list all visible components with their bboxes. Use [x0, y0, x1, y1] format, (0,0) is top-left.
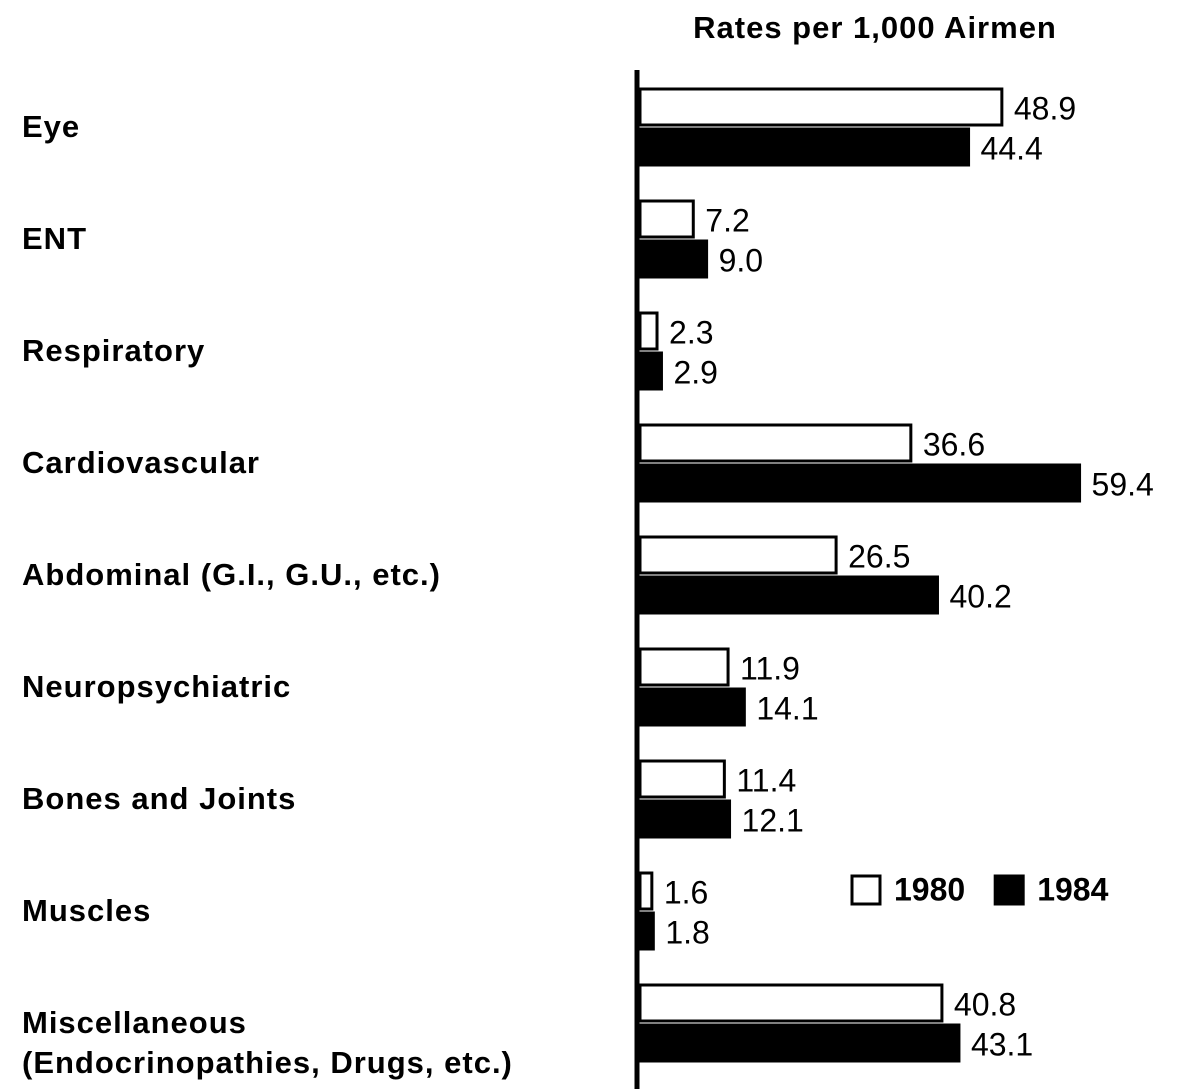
- value-label: 9.0: [719, 242, 763, 278]
- value-label: 59.4: [1092, 466, 1154, 502]
- category-label: Neuropsychiatric: [22, 669, 292, 704]
- bar: [638, 311, 659, 351]
- bar: [638, 199, 695, 239]
- value-label: 2.3: [669, 314, 713, 350]
- category-label: Cardiovascular: [22, 445, 260, 480]
- value-label: 44.4: [981, 130, 1043, 166]
- value-label: 11.4: [736, 762, 796, 798]
- value-label: 11.9: [740, 650, 800, 686]
- bar: [638, 87, 1004, 127]
- category-label: ENT: [22, 221, 87, 256]
- value-label: 43.1: [971, 1026, 1033, 1062]
- bar: [638, 647, 730, 687]
- value-label: 1.8: [665, 914, 709, 950]
- legend-swatch: [850, 874, 882, 906]
- bar: [638, 1023, 961, 1063]
- category-label: Eye: [22, 109, 81, 144]
- bar: [638, 423, 913, 463]
- value-label: 2.9: [673, 354, 717, 390]
- value-label: 7.2: [705, 202, 749, 238]
- bar: [638, 687, 746, 727]
- category-label: Muscles: [22, 893, 152, 928]
- bar: [638, 759, 726, 799]
- category-label: Bones and Joints: [22, 781, 297, 816]
- category-label: Miscellaneous (Endocrinopathies, Drugs, …: [22, 1005, 513, 1080]
- bar: [638, 799, 732, 839]
- bar: [638, 463, 1082, 503]
- bar: [638, 575, 939, 615]
- value-label: 12.1: [742, 802, 804, 838]
- legend-swatch: [993, 874, 1025, 906]
- bar: [638, 911, 655, 951]
- bar: [638, 983, 944, 1023]
- bar: [638, 351, 663, 391]
- chart-title: Rates per 1,000 Airmen: [693, 10, 1057, 45]
- value-label: 40.8: [954, 986, 1016, 1022]
- value-label: 14.1: [756, 690, 818, 726]
- value-label: 26.5: [848, 538, 910, 574]
- bar: [638, 535, 838, 575]
- value-label: 36.6: [923, 426, 985, 462]
- value-label: 1.6: [664, 874, 708, 910]
- bar: [638, 239, 709, 279]
- value-label: 40.2: [949, 578, 1011, 614]
- legend-label: 1980: [894, 871, 965, 907]
- bar: [638, 127, 971, 167]
- category-label: Abdominal (G.I., G.U., etc.): [22, 557, 441, 592]
- legend-label: 1984: [1037, 871, 1108, 907]
- bar: [638, 871, 654, 911]
- category-label: Respiratory: [22, 333, 206, 368]
- value-label: 48.9: [1014, 90, 1076, 126]
